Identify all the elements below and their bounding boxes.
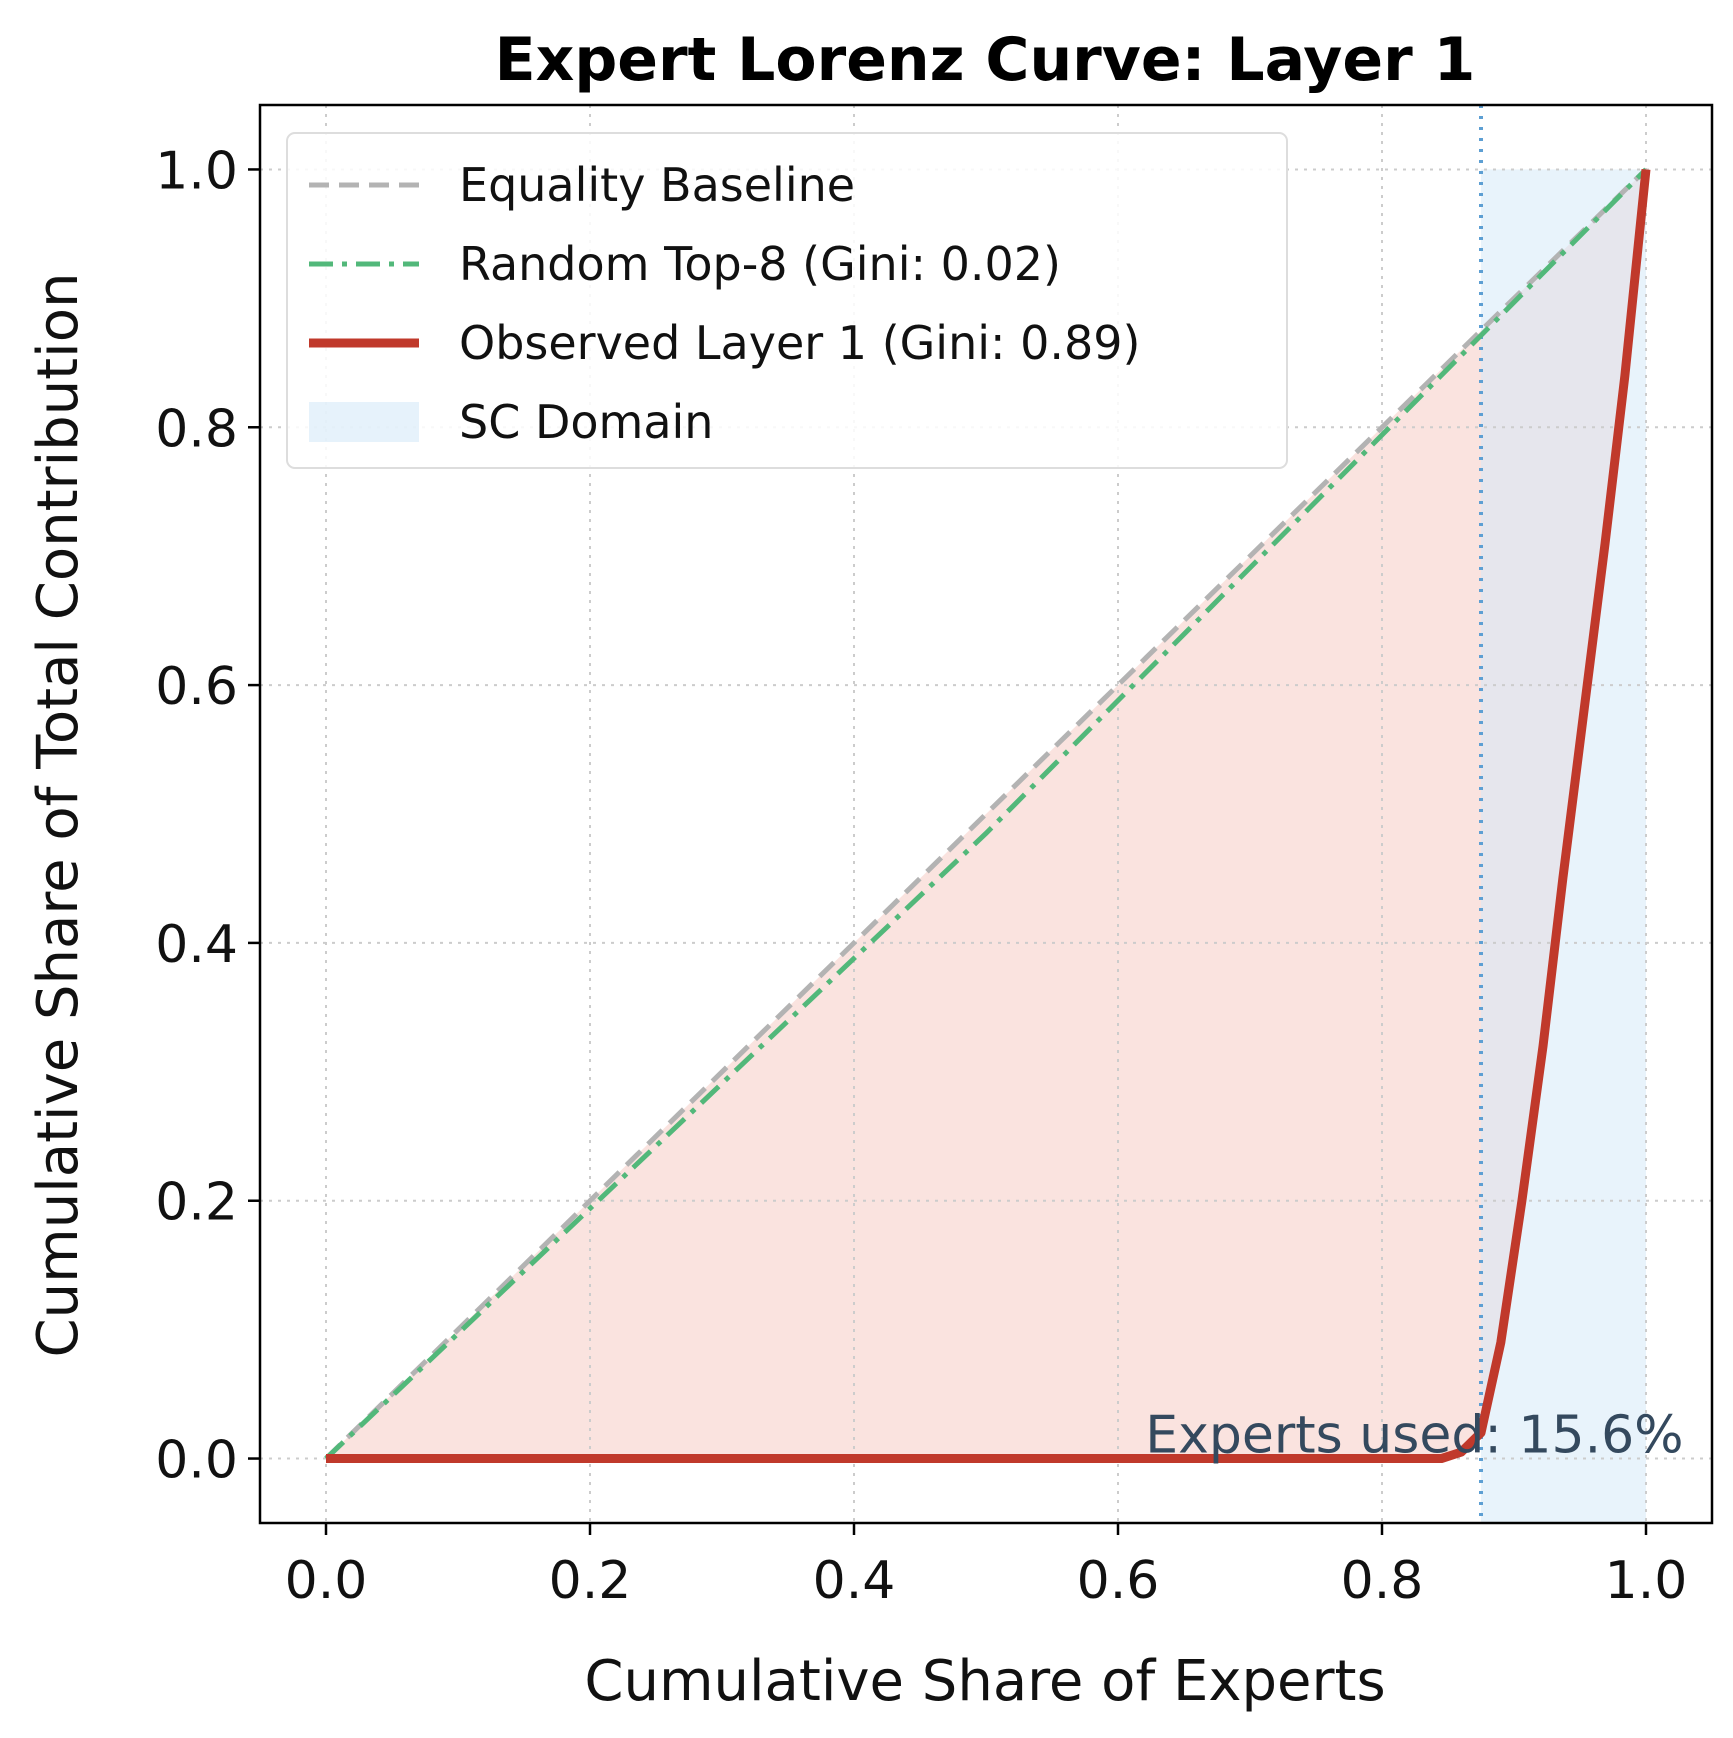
y-tick-label-2: 0.4 [155,915,238,975]
x-tick-label-4: 0.8 [1341,1551,1424,1611]
y-tick-label-3: 0.6 [155,657,238,717]
y-axis-label: Cumulative Share of Total Contribution [26,273,91,1358]
x-tick-label-0: 0.0 [285,1551,368,1611]
legend-label-sc-domain: SC Domain [459,395,713,449]
random-top8-line [324,167,1648,1461]
experts-used-annotation: Experts used: 15.6% [1145,1406,1683,1466]
legend-label-random: Random Top-8 (Gini: 0.02) [459,237,1061,291]
lines-layer [324,105,1651,1523]
chart-title: Expert Lorenz Curve: Layer 1 [495,25,1476,95]
x-tick-label-5: 1.0 [1605,1551,1688,1611]
observed-layer1-line [326,168,1651,1464]
legend-label-equality: Equality Baseline [459,158,855,212]
x-tick-label-2: 0.4 [813,1551,896,1611]
y-tick-label-4: 0.8 [155,399,238,459]
x-axis-label: Cumulative Share of Experts [584,1649,1385,1714]
legend-box [286,132,1288,469]
legend: Equality Baseline Random Top-8 (Gini: 0.0… [286,132,1288,469]
y-tick-label-1: 0.2 [155,1173,238,1233]
y-tick-label-0: 0.0 [155,1431,238,1491]
y-tick-label-5: 1.0 [155,141,238,201]
axes-layer: 0.0 0.2 0.4 0.6 0.8 1.0 0.0 0.2 0.4 0.6 0.8 1.0 [155,103,1714,1611]
legend-handle-sc-domain [309,402,419,442]
plot-frame [258,103,1714,1525]
legend-label-observed: Observed Layer 1 (Gini: 0.89) [459,316,1141,370]
x-tick-label-1: 0.2 [549,1551,632,1611]
equality-baseline-line [324,167,1648,1461]
x-tick-label-3: 0.6 [1077,1551,1160,1611]
